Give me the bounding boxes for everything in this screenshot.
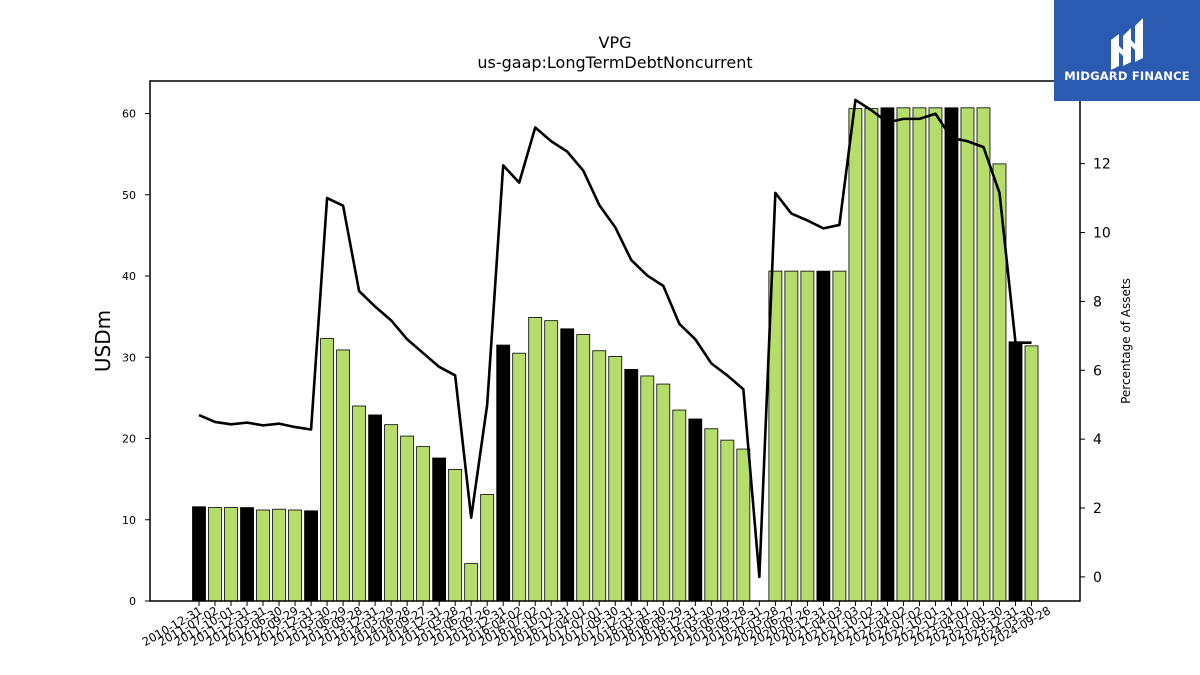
midgard-logo-icon bbox=[1111, 18, 1143, 70]
bar bbox=[576, 334, 591, 602]
bar bbox=[672, 409, 687, 602]
chart-title: VPG bbox=[598, 33, 632, 52]
bar bbox=[592, 350, 607, 602]
bar bbox=[608, 356, 623, 602]
bar bbox=[656, 383, 671, 602]
bar bbox=[640, 375, 655, 602]
bar bbox=[1024, 345, 1039, 602]
bar bbox=[336, 349, 350, 602]
bar bbox=[240, 507, 254, 602]
bar bbox=[864, 108, 879, 602]
bar bbox=[704, 428, 719, 602]
bar bbox=[1008, 341, 1023, 602]
y2-tick-label: 4 bbox=[1093, 432, 1102, 448]
bar bbox=[400, 435, 415, 602]
bar bbox=[512, 352, 527, 602]
bar bbox=[688, 418, 703, 602]
y2-tick-label: 12 bbox=[1093, 157, 1111, 173]
bar bbox=[560, 328, 575, 602]
bar bbox=[320, 338, 334, 602]
y-tick-label: 30 bbox=[122, 351, 136, 364]
bar bbox=[432, 457, 447, 602]
y-tick-label: 0 bbox=[129, 595, 136, 608]
bar bbox=[448, 468, 463, 602]
y-axis-label: USDm bbox=[91, 310, 115, 372]
bar bbox=[912, 107, 927, 602]
bar bbox=[896, 107, 911, 602]
bar bbox=[960, 107, 975, 602]
bar bbox=[736, 448, 751, 602]
y2-tick-label: 2 bbox=[1093, 501, 1102, 517]
bar bbox=[288, 509, 302, 602]
y-tick-label: 10 bbox=[122, 514, 136, 527]
y2-tick-label: 6 bbox=[1093, 363, 1102, 379]
bar bbox=[224, 507, 238, 602]
bar bbox=[256, 509, 270, 602]
bar bbox=[848, 108, 863, 602]
brand-logo-text: MIDGARD FINANCE bbox=[1064, 69, 1190, 83]
brand-logo: MIDGARD FINANCE bbox=[1054, 0, 1200, 101]
bar bbox=[944, 107, 959, 602]
bar bbox=[800, 270, 815, 602]
bar bbox=[528, 317, 543, 602]
bar bbox=[272, 508, 286, 602]
bar bbox=[480, 494, 495, 602]
y-tick-label: 20 bbox=[122, 433, 136, 446]
bar bbox=[352, 405, 367, 602]
bar bbox=[624, 369, 639, 602]
bar bbox=[208, 507, 222, 602]
y-tick-label: 60 bbox=[122, 108, 136, 121]
bar bbox=[384, 424, 399, 602]
chart-subtitle: us-gaap:LongTermDebtNoncurrent bbox=[477, 53, 753, 72]
bar bbox=[720, 439, 735, 602]
bar bbox=[816, 270, 831, 602]
bar bbox=[304, 510, 318, 602]
y-tick-label: 50 bbox=[122, 189, 136, 202]
bar bbox=[192, 506, 206, 602]
bar bbox=[464, 563, 479, 602]
bar bbox=[928, 107, 943, 602]
y2-tick-label: 10 bbox=[1093, 226, 1111, 242]
y2-tick-label: 0 bbox=[1093, 570, 1102, 586]
bar bbox=[976, 107, 991, 602]
bar bbox=[368, 414, 383, 602]
y2-tick-label: 8 bbox=[1093, 294, 1102, 310]
y-tick-label: 40 bbox=[122, 270, 136, 283]
bar bbox=[880, 107, 895, 602]
y2-axis-label: Percentage of Assets bbox=[1119, 278, 1133, 404]
bar bbox=[784, 270, 799, 602]
bar bbox=[544, 320, 559, 602]
bar bbox=[832, 270, 847, 602]
series-line bbox=[198, 98, 1032, 579]
bar bbox=[416, 446, 431, 602]
bar bbox=[496, 344, 511, 602]
